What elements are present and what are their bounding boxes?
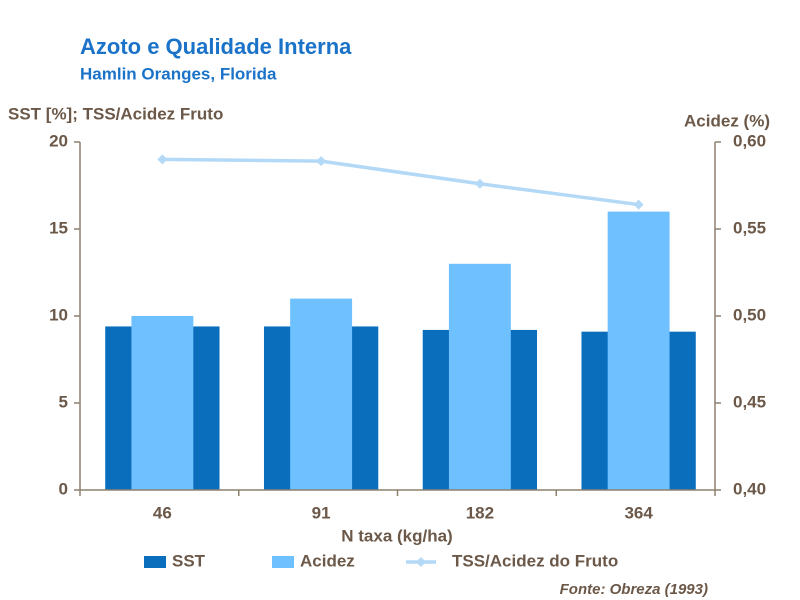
y2-tick-label: 0,40 [733,479,766,498]
y-tick-label: 15 [49,218,68,237]
x-tick-label: 46 [153,503,172,522]
y-tick-label: 5 [59,392,68,411]
line-marker [157,154,168,165]
bar [290,298,353,490]
bar [607,211,670,490]
y2-tick-label: 0,60 [733,131,766,150]
source-note: Fonte: Obreza (1993) [560,581,708,598]
y2-tick-label: 0,50 [733,305,766,324]
legend-swatch [144,556,166,568]
x-tick-label: 91 [312,503,331,522]
legend-label: TSS/Acidez do Fruto [452,551,618,570]
bar [131,316,194,490]
y2-tick-label: 0,45 [733,392,766,411]
chart-title: Azoto e Qualidade Interna [80,34,352,59]
line-marker [474,178,485,189]
y-axis-title: SST [%]; TSS/Acidez Fruto [8,104,223,123]
legend-swatch [416,557,426,567]
line-series [162,157,639,207]
y-tick-label: 20 [49,131,68,150]
y2-axis-title: Acidez (%) [684,111,770,130]
legend-label: SST [172,551,206,570]
x-axis-title: N taxa (kg/ha) [341,526,452,545]
x-tick-label: 364 [624,503,653,522]
line-marker [316,156,327,167]
legend-swatch [272,556,294,568]
y-tick-label: 0 [59,479,68,498]
legend-label: Acidez [300,551,355,570]
line-marker [633,199,644,210]
chart-subtitle: Hamlin Oranges, Florida [80,64,277,83]
bar [448,263,511,490]
y2-tick-label: 0,55 [733,218,766,237]
y-tick-label: 10 [49,305,68,324]
x-tick-label: 182 [466,503,494,522]
